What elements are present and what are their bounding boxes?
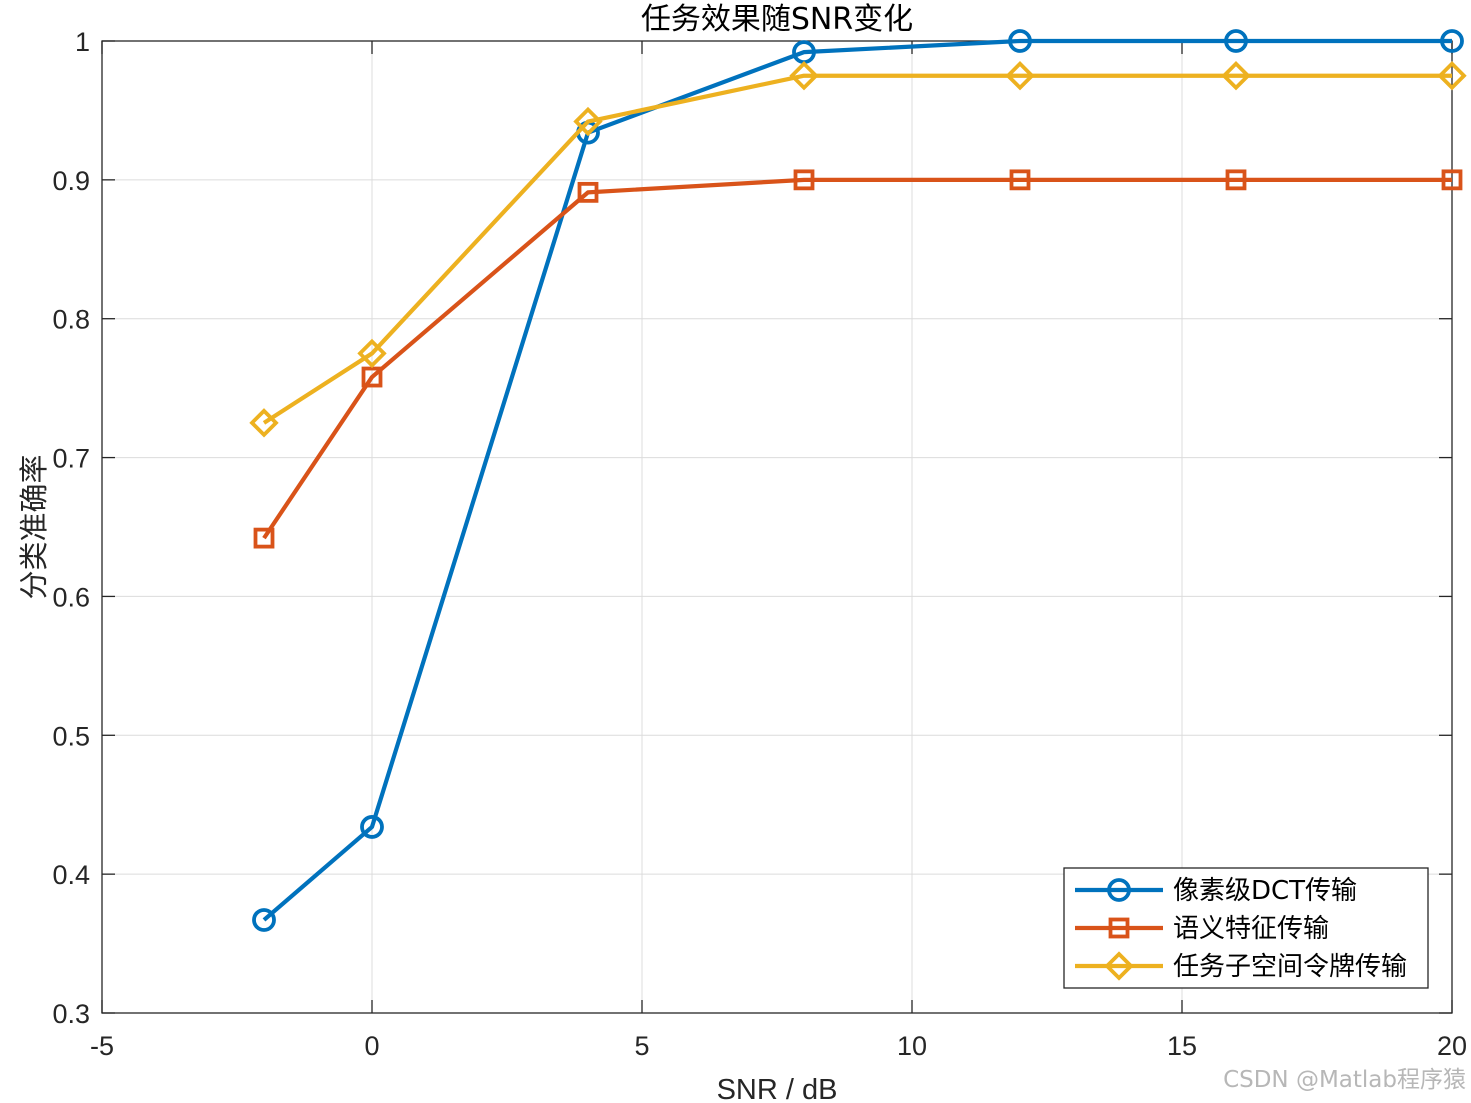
data-point-marker — [573, 106, 603, 137]
watermark: CSDN @Matlab程序猿 — [1223, 1067, 1466, 1093]
legend-marker — [1104, 951, 1134, 981]
legend-label: 任务子空间令牌传输 — [1173, 952, 1407, 982]
legend-marker — [1107, 878, 1131, 902]
x-tick-labels: -5 0 5 10 15 20 — [90, 1031, 1467, 1061]
y-tick-label: 0.7 — [52, 444, 90, 474]
data-point-marker — [360, 815, 384, 839]
data-series — [249, 29, 1467, 932]
data-point-marker — [1440, 29, 1464, 53]
y-tick-label: 0.3 — [52, 999, 90, 1029]
chart-title: 任务效果随SNR变化 — [641, 2, 913, 37]
x-axis-label: SNR / dB — [717, 1074, 838, 1103]
legend-label: 语义特征传输 — [1173, 914, 1329, 944]
data-point-marker — [789, 61, 819, 91]
legend-marker — [1108, 917, 1130, 939]
series-line — [262, 73, 1452, 425]
legend-entry: 语义特征传输 — [1075, 914, 1329, 944]
x-tick-label: 10 — [897, 1031, 927, 1061]
data-point-marker — [357, 338, 387, 369]
x-tick-label: 5 — [634, 1031, 649, 1061]
plot-area-border — [101, 40, 1453, 1014]
y-tick-labels: 0.3 0.4 0.5 0.6 0.7 0.8 0.9 1 — [52, 27, 90, 1029]
x-tick-label: 0 — [364, 1031, 379, 1061]
y-axis-label: 分类准确率 — [18, 454, 51, 599]
series-line — [262, 177, 1452, 540]
series-diamond — [249, 61, 1467, 438]
data-point-marker — [1224, 29, 1248, 53]
series-square — [253, 169, 1463, 549]
y-tick-label: 0.8 — [52, 305, 90, 335]
data-point-marker — [1225, 169, 1247, 191]
legend-label: 像素级DCT传输 — [1173, 876, 1357, 906]
data-point-marker — [1441, 169, 1463, 191]
data-point-marker — [249, 408, 279, 438]
legend-entry: 任务子空间令牌传输 — [1075, 951, 1407, 982]
data-point-marker — [1009, 169, 1031, 191]
data-point-marker — [1221, 61, 1251, 91]
y-tick-label: 0.9 — [52, 166, 90, 196]
x-tick-label: -5 — [90, 1031, 114, 1061]
data-point-marker — [1437, 61, 1467, 91]
x-tick-label: 15 — [1167, 1031, 1197, 1061]
legend-entry: 像素级DCT传输 — [1075, 876, 1357, 906]
y-tick-label: 0.5 — [52, 721, 90, 751]
series-line — [262, 38, 1452, 922]
data-point-marker — [577, 181, 599, 203]
y-tick-label: 1 — [75, 27, 90, 57]
y-tick-label: 0.4 — [52, 860, 90, 890]
data-point-marker — [252, 908, 276, 932]
x-tick-label: 20 — [1437, 1031, 1467, 1061]
data-point-marker — [793, 169, 815, 191]
data-point-marker — [361, 366, 383, 388]
y-tick-label: 0.6 — [52, 582, 90, 612]
data-point-marker — [1005, 61, 1035, 91]
data-point-marker — [253, 527, 275, 549]
data-point-marker — [1008, 29, 1032, 53]
